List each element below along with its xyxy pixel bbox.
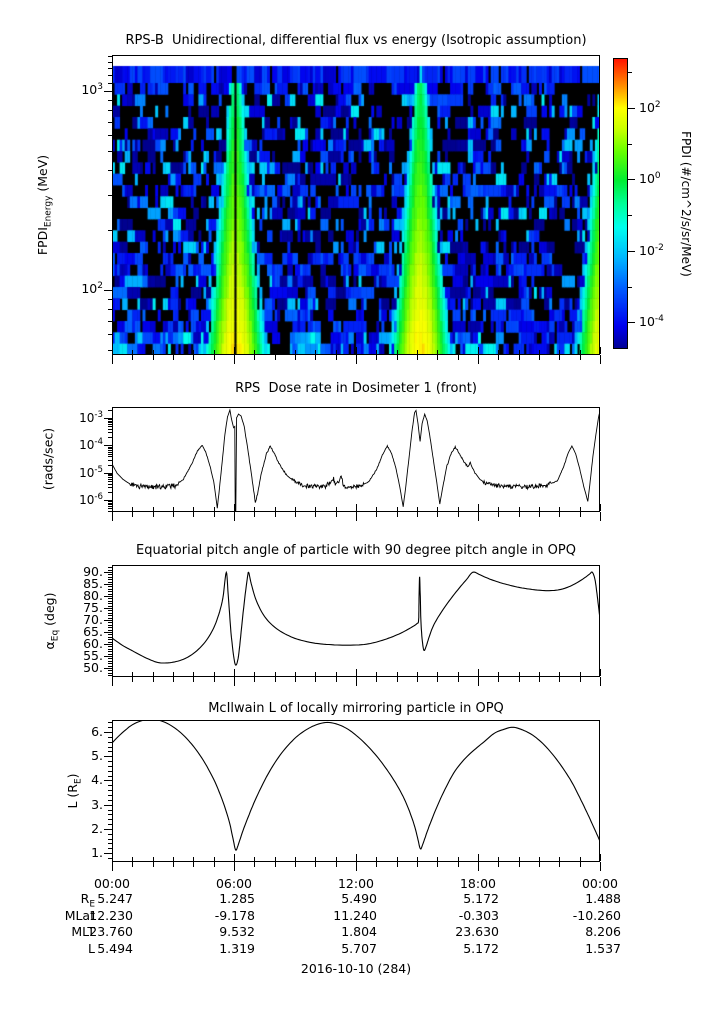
colorbar-tick-label: 10-2 <box>639 242 664 258</box>
spectrogram-ytick-label: 103 <box>81 82 103 98</box>
time-tick-label: 00:00 <box>93 876 131 891</box>
ephemeris-value: 5.172 <box>463 940 499 956</box>
ephemeris-value: 23.760 <box>89 924 133 939</box>
spectrogram-ytick-label: 102 <box>81 280 103 296</box>
ephemeris-row-label: RE <box>80 891 95 910</box>
ephemeris-value: -10.260 <box>572 907 621 923</box>
ephemeris-value: 1.285 <box>219 891 255 906</box>
lshell-ytick-label: 6. <box>91 724 103 740</box>
ephemeris-value: 1.319 <box>219 940 255 956</box>
dose-rate-title: RPS Dose rate in Dosimeter 1 (front) <box>235 381 477 396</box>
lshell-ytick-label: 1. <box>91 845 103 861</box>
colorbar-gradient <box>613 58 628 349</box>
ephemeris-value: 5.247 <box>97 891 133 906</box>
lshell-ytick-label: 2. <box>91 820 103 836</box>
spectrogram-heatmap <box>112 55 600 355</box>
dose-ytick-label: 10-4 <box>79 437 103 453</box>
ephemeris-value: 1.488 <box>585 891 621 906</box>
dose-ytick-label: 10-5 <box>79 464 103 480</box>
pitch-ytick-label: 60. <box>83 635 103 651</box>
mcilwain-l-title: McIlwain L of locally mirroring particle… <box>208 701 504 716</box>
time-tick-label: 18:00 <box>459 876 497 891</box>
ephemeris-value: 9.532 <box>219 924 255 939</box>
date-label: 2016-10-10 (284) <box>300 961 412 976</box>
ephemeris-row-label: L <box>88 940 95 956</box>
ephemeris-value: 5.490 <box>341 891 377 906</box>
time-tick-label: 06:00 <box>215 876 253 891</box>
dose-rate-ylabel: (rads/sec) <box>40 427 56 491</box>
lshell-ytick-label: 4. <box>91 772 103 788</box>
ephemeris-value: 5.172 <box>463 891 499 906</box>
colorbar-label: FPDI (#/cm^2/s/sr/MeV) <box>679 131 693 277</box>
colorbar-tick-label: 102 <box>639 99 661 115</box>
ephemeris-value: 1.537 <box>585 940 621 956</box>
pitch-ytick-label: 75. <box>83 599 103 615</box>
ephemeris-row-label: MLT <box>71 924 95 939</box>
pitch-ytick-label: 85. <box>83 575 103 591</box>
ephemeris-value: 8.206 <box>585 924 621 939</box>
pitch-angle-title: Equatorial pitch angle of particle with … <box>136 543 576 558</box>
pitch-ytick-label: 90. <box>83 563 103 579</box>
spectrogram-title: RPS-B Unidirectional, differential flux … <box>125 33 587 48</box>
lshell-ytick-label: 3. <box>91 796 103 812</box>
pitch-ytick-label: 70. <box>83 611 103 627</box>
ephemeris-value: 23.630 <box>455 924 499 939</box>
pitch-ytick-label: 80. <box>83 587 103 603</box>
pitch-angle-ylabel: αEq (deg) <box>41 592 61 650</box>
ephemeris-value: 1.804 <box>341 924 377 939</box>
ephemeris-row-label: MLat <box>64 907 95 923</box>
lshell-ytick-label: 5. <box>91 748 103 764</box>
ephemeris-value: 5.494 <box>97 940 133 956</box>
ephemeris-value: -0.303 <box>458 907 499 923</box>
ephemeris-value: 12.230 <box>89 907 133 923</box>
ephemeris-value: 5.707 <box>341 940 377 956</box>
colorbar-tick-label: 10-4 <box>639 313 664 329</box>
time-tick-label: 00:00 <box>581 876 619 891</box>
pitch-ytick-label: 65. <box>83 623 103 639</box>
ephemeris-value: -9.178 <box>214 907 255 923</box>
pitch-ytick-label: 55. <box>83 647 103 663</box>
spectrogram-ylabel: FPDIEnergy (MeV) <box>34 154 54 256</box>
dose-ytick-label: 10-3 <box>79 410 103 426</box>
dose-ytick-label: 10-6 <box>79 492 103 507</box>
time-tick-label: 12:00 <box>337 876 375 891</box>
colorbar-tick-label: 100 <box>639 170 661 186</box>
pitch-ytick-label: 50. <box>83 659 103 675</box>
ephemeris-value: 11.240 <box>333 907 377 923</box>
